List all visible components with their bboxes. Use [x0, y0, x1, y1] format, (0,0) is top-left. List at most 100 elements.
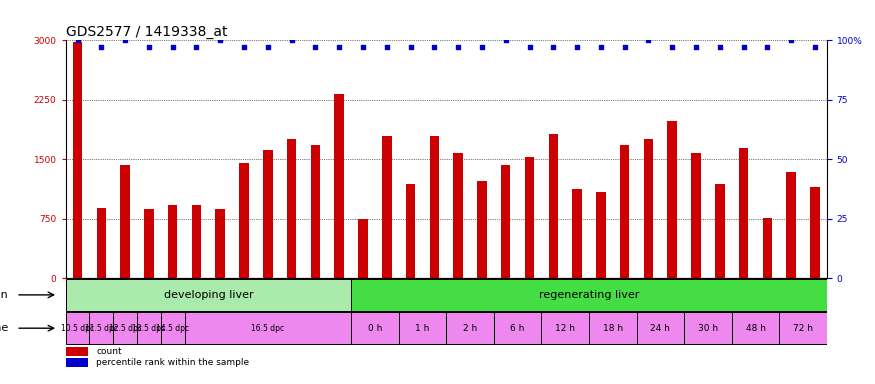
- Text: 16.5 dpc: 16.5 dpc: [251, 324, 284, 333]
- Bar: [780, 312, 827, 344]
- Bar: [66, 346, 88, 356]
- Point: [427, 45, 441, 51]
- Point: [784, 37, 798, 43]
- Bar: [382, 136, 391, 278]
- Text: 12 h: 12 h: [556, 324, 575, 333]
- Bar: [351, 279, 827, 311]
- Text: 30 h: 30 h: [698, 324, 718, 333]
- Bar: [137, 312, 161, 344]
- Text: specimen: specimen: [0, 290, 9, 300]
- Bar: [96, 209, 106, 278]
- Bar: [668, 121, 677, 278]
- Text: 11.5 dpc: 11.5 dpc: [85, 324, 118, 333]
- Bar: [168, 205, 178, 278]
- Bar: [287, 139, 297, 278]
- Bar: [596, 192, 605, 278]
- Bar: [644, 139, 654, 278]
- Point: [214, 37, 228, 43]
- Point: [118, 37, 132, 43]
- Point: [403, 45, 417, 51]
- Text: 13.5 dpc: 13.5 dpc: [132, 324, 165, 333]
- Bar: [215, 209, 225, 278]
- Bar: [549, 134, 558, 278]
- Bar: [763, 218, 772, 278]
- Bar: [477, 181, 487, 278]
- Bar: [121, 165, 130, 278]
- Text: time: time: [0, 323, 9, 333]
- Bar: [637, 312, 684, 344]
- Bar: [525, 157, 535, 278]
- Bar: [572, 189, 582, 278]
- Point: [618, 45, 632, 51]
- Text: 0 h: 0 h: [368, 324, 382, 333]
- Bar: [185, 312, 351, 344]
- Text: 24 h: 24 h: [650, 324, 670, 333]
- Bar: [66, 358, 88, 367]
- Text: developing liver: developing liver: [164, 290, 253, 300]
- Point: [546, 45, 560, 51]
- Point: [452, 45, 466, 51]
- Point: [165, 45, 179, 51]
- Bar: [715, 184, 724, 278]
- Text: count: count: [96, 346, 122, 356]
- Bar: [810, 187, 820, 278]
- Bar: [589, 312, 637, 344]
- Point: [665, 45, 679, 51]
- Bar: [351, 312, 399, 344]
- Point: [380, 45, 394, 51]
- Text: 72 h: 72 h: [793, 324, 813, 333]
- Bar: [161, 312, 185, 344]
- Point: [261, 45, 275, 51]
- Point: [499, 37, 513, 43]
- Bar: [691, 153, 701, 278]
- Bar: [446, 312, 493, 344]
- Point: [713, 45, 727, 51]
- Text: 10.5 dpc: 10.5 dpc: [61, 324, 94, 333]
- Bar: [66, 279, 351, 311]
- Bar: [358, 219, 368, 278]
- Bar: [501, 165, 510, 278]
- Text: percentile rank within the sample: percentile rank within the sample: [96, 358, 249, 367]
- Bar: [493, 312, 542, 344]
- Point: [594, 45, 608, 51]
- Text: 12.5 dpc: 12.5 dpc: [108, 324, 142, 333]
- Point: [71, 37, 85, 43]
- Text: 1 h: 1 h: [416, 324, 430, 333]
- Bar: [406, 184, 416, 278]
- Text: 2 h: 2 h: [463, 324, 477, 333]
- Point: [237, 45, 251, 51]
- Point: [760, 45, 774, 51]
- Text: regenerating liver: regenerating liver: [539, 290, 639, 300]
- Point: [308, 45, 322, 51]
- Point: [356, 45, 370, 51]
- Point: [475, 45, 489, 51]
- Text: 48 h: 48 h: [746, 324, 766, 333]
- Bar: [311, 145, 320, 278]
- Bar: [542, 312, 589, 344]
- Bar: [430, 136, 439, 278]
- Text: 6 h: 6 h: [510, 324, 525, 333]
- Bar: [239, 163, 248, 278]
- Point: [522, 45, 536, 51]
- Bar: [263, 150, 273, 278]
- Bar: [732, 312, 780, 344]
- Bar: [787, 172, 796, 278]
- Point: [190, 45, 204, 51]
- Text: 14.5 dpc: 14.5 dpc: [156, 324, 189, 333]
- Bar: [684, 312, 732, 344]
- Bar: [738, 148, 748, 278]
- Point: [641, 37, 655, 43]
- Bar: [73, 42, 82, 278]
- Bar: [89, 312, 113, 344]
- Bar: [453, 153, 463, 278]
- Point: [332, 45, 346, 51]
- Bar: [144, 209, 154, 278]
- Bar: [192, 205, 201, 278]
- Point: [737, 45, 751, 51]
- Text: 18 h: 18 h: [603, 324, 623, 333]
- Bar: [334, 94, 344, 278]
- Point: [689, 45, 703, 51]
- Bar: [399, 312, 446, 344]
- Point: [94, 45, 108, 51]
- Bar: [113, 312, 137, 344]
